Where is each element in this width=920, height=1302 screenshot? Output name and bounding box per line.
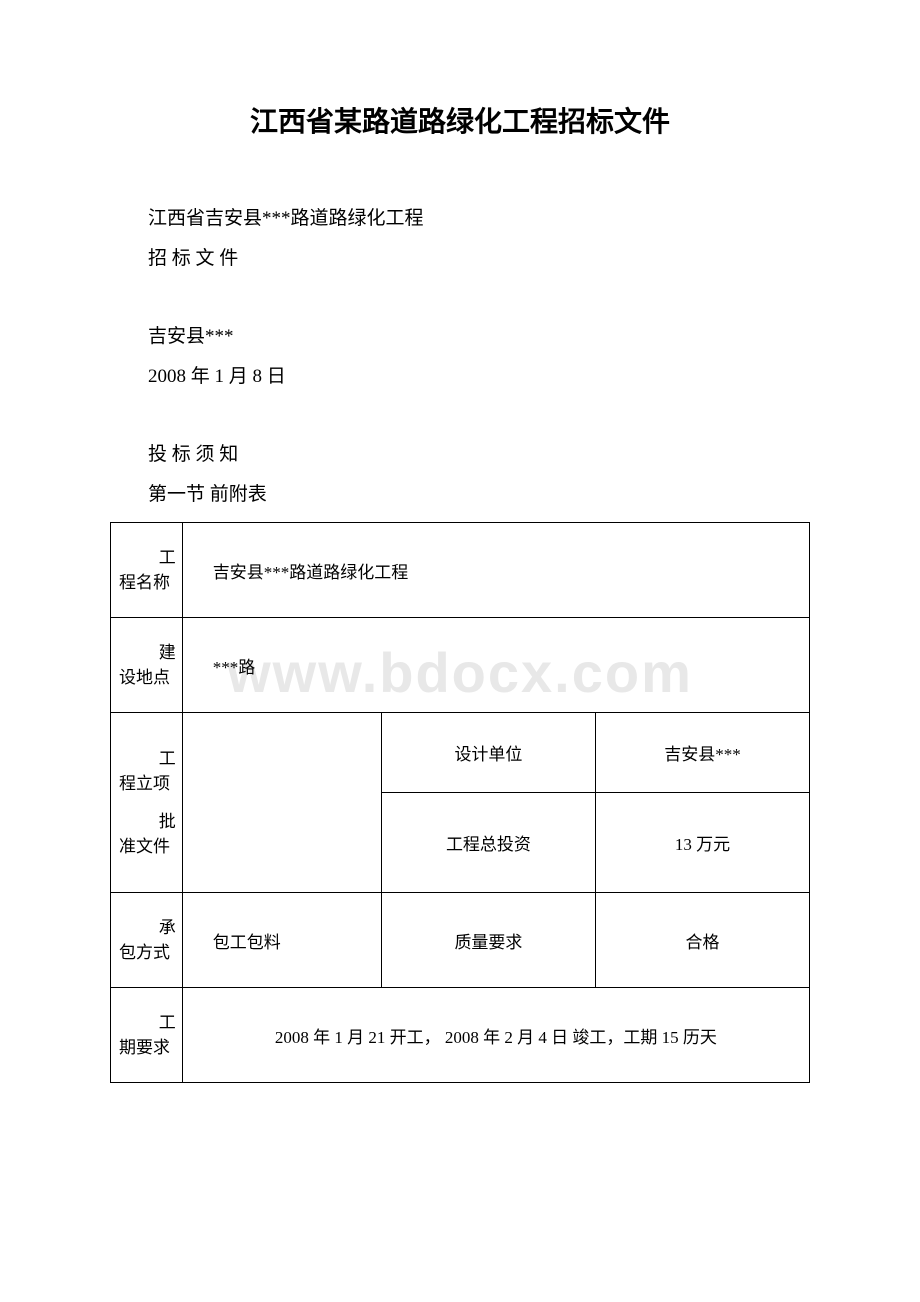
table-row: 工 程立项 批 准文件 设计单位 吉安县*** <box>111 713 810 793</box>
row3-col2 <box>182 713 381 893</box>
issuer-line: 吉安县*** <box>110 318 810 356</box>
project-name-line: 江西省吉安县***路道路绿化工程 <box>110 200 810 238</box>
row4-col4: 合格 <box>595 893 809 988</box>
doc-type-line: 招 标 文 件 <box>110 240 810 278</box>
info-table: 工 程名称 吉安县***路道路绿化工程 建 设地点 ***路 <box>110 522 810 1083</box>
document-content: 江西省某路道路绿化工程招标文件 江西省吉安县***路道路绿化工程 招 标 文 件… <box>110 100 810 1083</box>
row2-label: 建 设地点 <box>111 618 183 713</box>
row4-label: 承 包方式 <box>111 893 183 988</box>
table-row: 工 期要求 2008 年 1 月 21 开工， 2008 年 2 月 4 日 竣… <box>111 988 810 1083</box>
subsection-heading: 第一节 前附表 <box>110 476 810 514</box>
table-row: 工 程名称 吉安县***路道路绿化工程 <box>111 523 810 618</box>
section-heading: 投 标 须 知 <box>110 436 810 474</box>
table-row: 承 包方式 包工包料 质量要求 合格 <box>111 893 810 988</box>
row3-label: 工 程立项 批 准文件 <box>111 713 183 893</box>
row5-value: 2008 年 1 月 21 开工， 2008 年 2 月 4 日 竣工，工期 1… <box>182 988 809 1083</box>
row1-label: 工 程名称 <box>111 523 183 618</box>
row3-sub1-value: 吉安县*** <box>595 713 809 793</box>
info-table-container: 工 程名称 吉安县***路道路绿化工程 建 设地点 ***路 <box>110 522 810 1083</box>
row3-sub1-label: 设计单位 <box>381 713 595 793</box>
date-line: 2008 年 1 月 8 日 <box>110 358 810 396</box>
table-row: 建 设地点 ***路 <box>111 618 810 713</box>
row3-sub2-value: 13 万元 <box>595 793 809 893</box>
row3-sub2-label: 工程总投资 <box>381 793 595 893</box>
document-title: 江西省某路道路绿化工程招标文件 <box>110 100 810 140</box>
row4-col2: 包工包料 <box>182 893 381 988</box>
row4-col3: 质量要求 <box>381 893 595 988</box>
row2-value: ***路 <box>182 618 809 713</box>
row5-label: 工 期要求 <box>111 988 183 1083</box>
row1-value: 吉安县***路道路绿化工程 <box>182 523 809 618</box>
